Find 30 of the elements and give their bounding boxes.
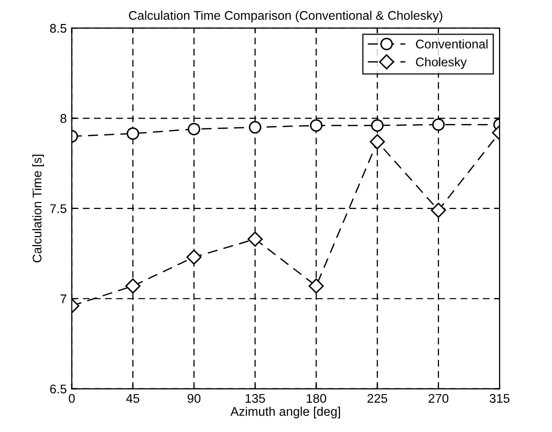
point	[430, 202, 446, 218]
point	[370, 134, 385, 150]
y-tick-label: 7	[60, 294, 66, 304]
point	[126, 127, 140, 140]
y-tick-label: 8.5	[50, 24, 66, 33]
point	[432, 118, 445, 131]
x-tick-label: 315	[490, 394, 510, 403]
x-tick-label: 225	[368, 394, 388, 403]
point	[308, 278, 324, 294]
y-axis-title: Calculation Time [s]	[32, 154, 44, 262]
y-tick-label: 6.5	[50, 384, 66, 394]
x-tick-label: 180	[306, 394, 326, 403]
x-tick-label: 270	[428, 394, 448, 403]
point	[186, 250, 202, 265]
point	[310, 119, 322, 132]
point	[248, 232, 263, 247]
y-tick-label: 8	[60, 114, 66, 123]
x-tick-label: 135	[246, 394, 266, 403]
x-tick-label: 90	[188, 394, 200, 403]
y-tick-label: 7.5	[50, 204, 66, 214]
x-axis-title: Azimuth angle [deg]	[230, 406, 340, 418]
point	[125, 278, 140, 294]
legend-label: Cholesky	[416, 57, 467, 69]
point	[248, 121, 262, 134]
legend-label: Conventional	[416, 39, 488, 49]
x-tick-label: 45	[126, 394, 140, 403]
chart-title: Calculation Time Comparison (Conventional & Cholesky)	[128, 10, 442, 22]
point	[188, 122, 200, 136]
point	[371, 119, 384, 132]
x-tick-label: 0	[68, 394, 75, 403]
